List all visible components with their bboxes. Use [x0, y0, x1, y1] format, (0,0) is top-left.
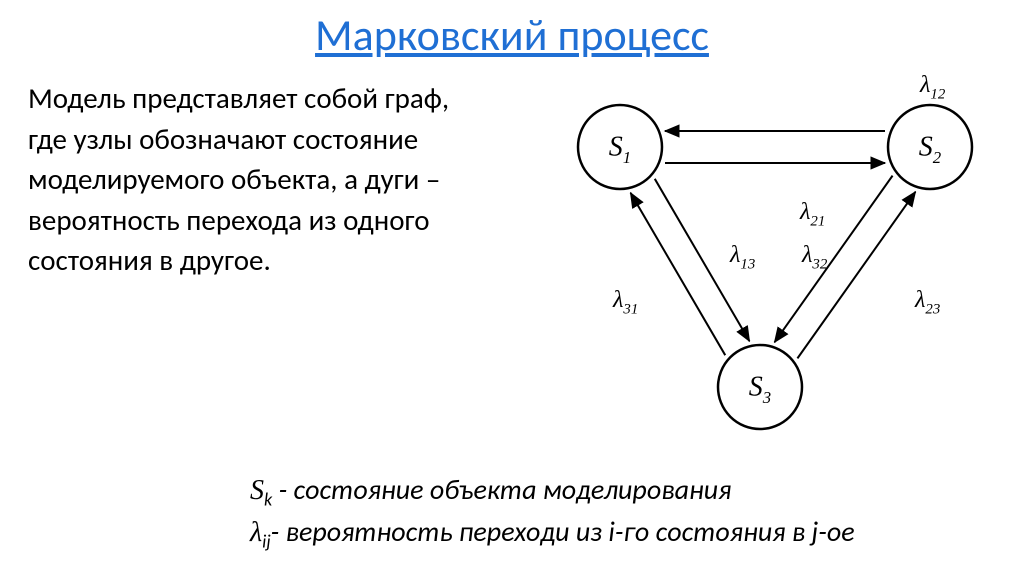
title-text: Марковский процесс — [315, 8, 709, 62]
edge-label-S3-S2: λ32 — [801, 242, 828, 273]
legend-line-2: λij- вероятность переходи из i-го состоя… — [250, 514, 855, 553]
state-graph: λ12λ21λ13λ31λ32λ23S1S2S3 — [530, 62, 1000, 462]
slide: Марковский процесс Модель представляет с… — [0, 0, 1024, 576]
legend2-text: - вероятность переходи из i-го состояния… — [271, 514, 855, 549]
legend1-text: - состояние объекта моделирования — [272, 472, 731, 507]
edge-label-S2-S3: λ23 — [914, 287, 940, 318]
legend1-symbol: S — [250, 475, 264, 506]
edge-label-S1-S2: λ12 — [919, 72, 946, 103]
edge-label-S2-S1: λ21 — [799, 199, 825, 230]
legend-line-1: Sk - состояние объекта моделирования — [250, 472, 731, 511]
legend2-sub: ij — [262, 531, 271, 553]
legend2-symbol: λ — [250, 517, 262, 548]
body-paragraph: Модель представляет собой граф, где узлы… — [28, 78, 488, 281]
edge-S2-S3 — [775, 176, 893, 343]
page-title: Марковский процесс — [0, 8, 1024, 62]
body-text: Модель представляет собой граф, где узлы… — [28, 80, 449, 278]
edge-label-S3-S1: λ31 — [612, 287, 638, 318]
edge-label-S1-S3: λ13 — [729, 242, 755, 273]
